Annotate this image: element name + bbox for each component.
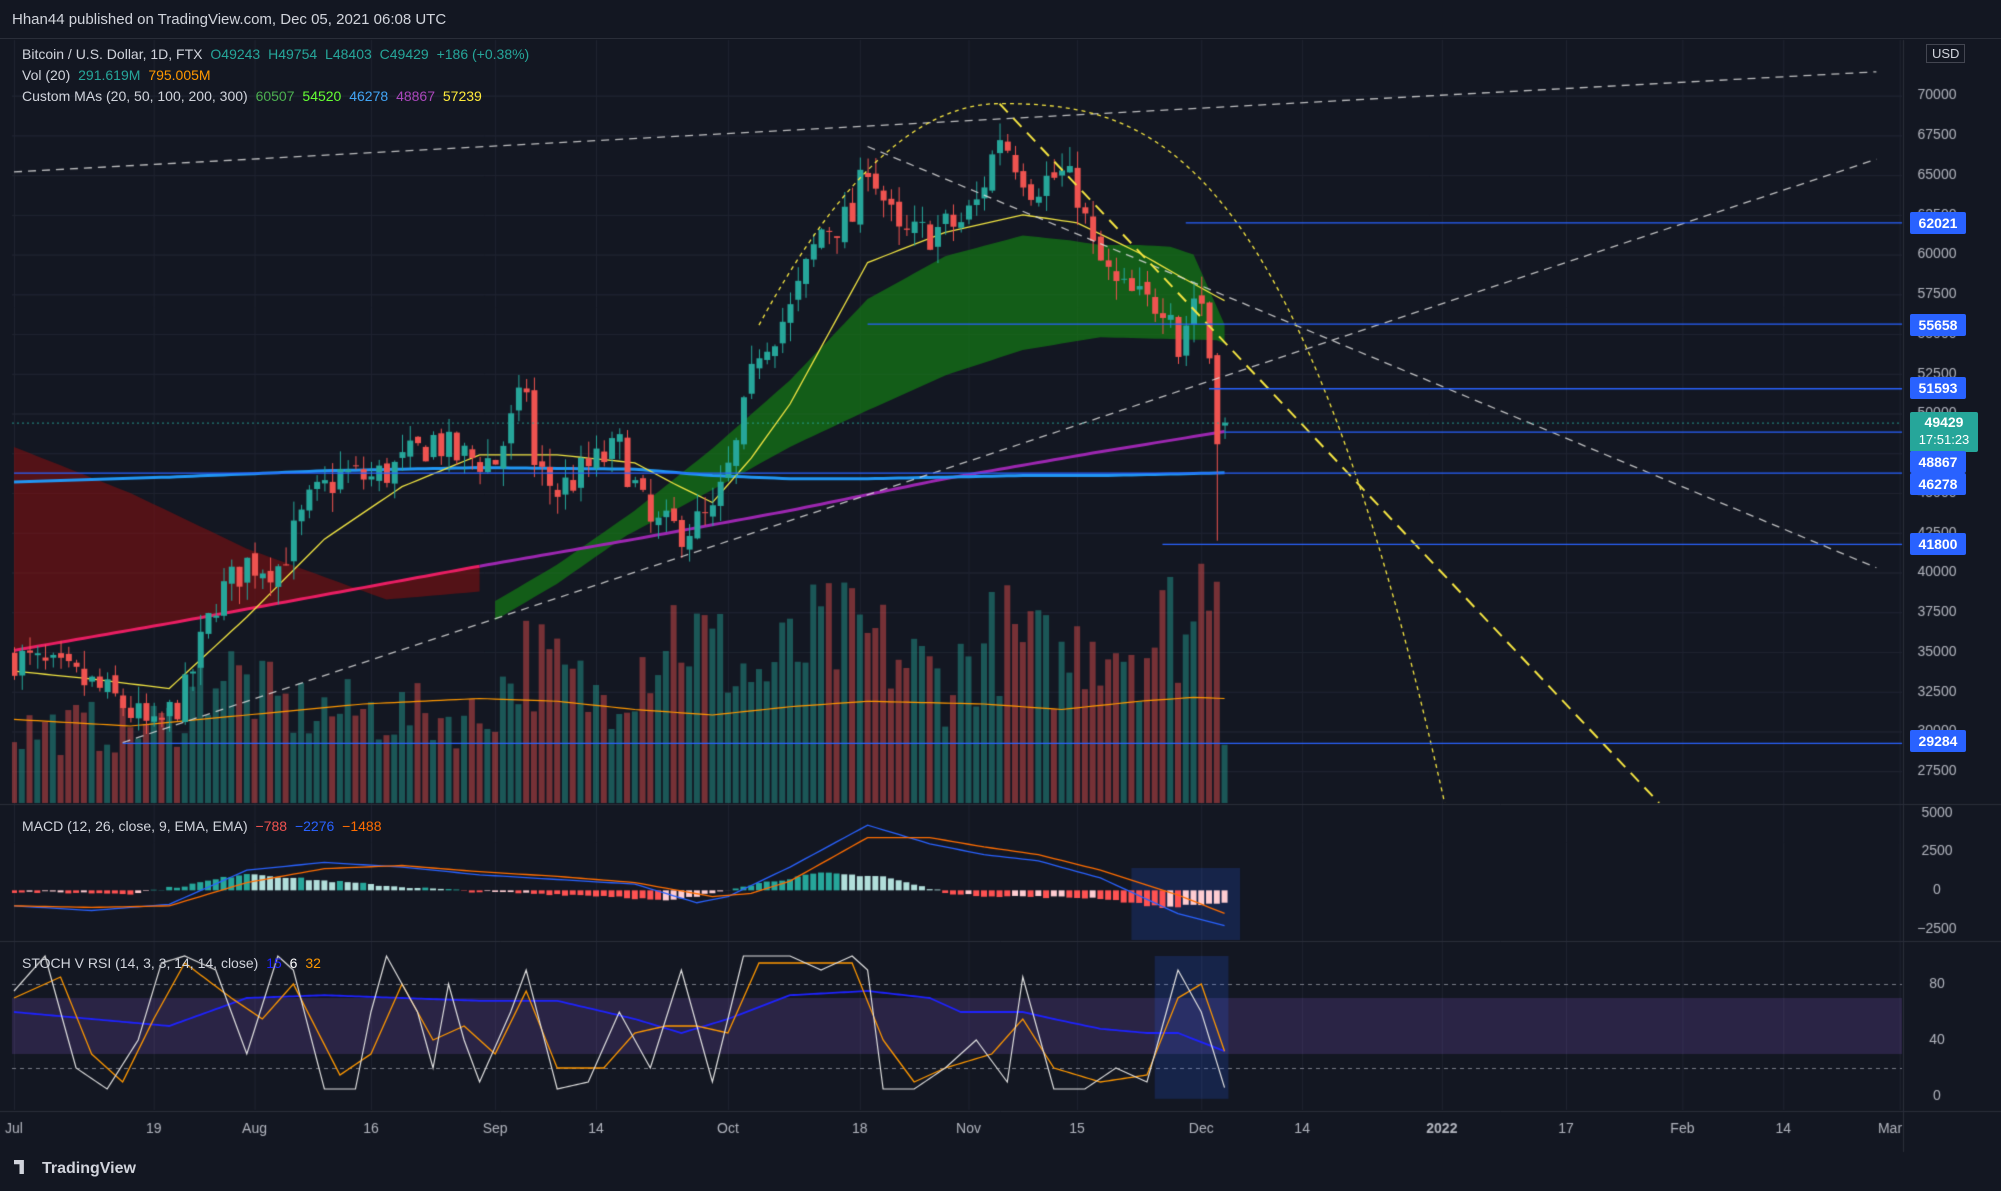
footer-bar bbox=[0, 1153, 2001, 1191]
legend-open: O49243 bbox=[210, 46, 261, 62]
stoch-d-value: 32 bbox=[305, 955, 321, 971]
main-legend: Bitcoin / U.S. Dollar, 1D, FTX O49243 H4… bbox=[22, 46, 533, 62]
stoch-legend: STOCH V RSI (14, 3, 3, 14, 14, close) 15… bbox=[22, 955, 325, 971]
macd-hist-value: −788 bbox=[255, 818, 288, 834]
price-tag-label: 51593 bbox=[1918, 380, 1958, 396]
tradingview-logo-icon bbox=[14, 1160, 24, 1174]
volume-value: 291.619M bbox=[78, 67, 141, 83]
ma200-value: 48867 bbox=[396, 88, 435, 104]
ma50-value: 54520 bbox=[302, 88, 342, 104]
price-tag-41800: 41800 bbox=[1910, 533, 1966, 555]
currency-badge[interactable]: USD bbox=[1926, 44, 1966, 63]
price-tag-55658: 55658 bbox=[1910, 314, 1966, 336]
stoch-label: STOCH V RSI (14, 3, 3, 14, 14, close) bbox=[22, 955, 259, 971]
legend-low: L48403 bbox=[325, 46, 372, 62]
price-tag-label: 29284 bbox=[1918, 733, 1958, 749]
price-tag-29284: 29284 bbox=[1910, 730, 1966, 752]
price-tag-label: 48867 bbox=[1918, 454, 1958, 470]
ma-legend: Custom MAs (20, 50, 100, 200, 300) 60507… bbox=[22, 88, 486, 104]
ma-label: Custom MAs (20, 50, 100, 200, 300) bbox=[22, 88, 248, 104]
ma100-value: 46278 bbox=[349, 88, 389, 104]
currency-label: USD bbox=[1932, 46, 1960, 61]
countdown: 17:51:23 bbox=[1918, 432, 1970, 447]
brand-text: TradingView bbox=[42, 1160, 136, 1177]
ma300-value: 57239 bbox=[442, 88, 482, 104]
symbol-label: Bitcoin / U.S. Dollar, 1D, FTX bbox=[22, 46, 203, 62]
tradingview-logo[interactable]: TradingView bbox=[14, 1160, 136, 1178]
price-tag-label: 41800 bbox=[1918, 536, 1958, 552]
volume-legend: Vol (20) 291.619M 795.005M bbox=[22, 67, 215, 83]
volume-ma-value: 795.005M bbox=[148, 67, 211, 83]
publisher-bar: Hhan44 published on TradingView.com, Dec… bbox=[0, 0, 2001, 39]
current-price: 49429 bbox=[1924, 414, 1964, 430]
price-tag-label: 62021 bbox=[1918, 215, 1958, 231]
price-tag-51593: 51593 bbox=[1910, 377, 1966, 399]
price-tag-label: 46278 bbox=[1918, 476, 1958, 492]
macd-line-value: −2276 bbox=[294, 818, 335, 834]
legend-high: H49754 bbox=[268, 46, 318, 62]
price-tag-46278: 46278 bbox=[1910, 473, 1966, 495]
price-tag-62021: 62021 bbox=[1910, 212, 1966, 234]
stoch-rsi-value: 15 bbox=[266, 955, 282, 971]
current-price-tag: 49429 17:51:23 bbox=[1910, 412, 1978, 452]
macd-signal-value: −1488 bbox=[342, 818, 382, 834]
legend-change: +186 (+0.38%) bbox=[436, 46, 530, 62]
macd-label: MACD (12, 26, close, 9, EMA, EMA) bbox=[22, 818, 248, 834]
ma20-value: 60507 bbox=[255, 88, 295, 104]
publisher-text: Hhan44 published on TradingView.com, Dec… bbox=[12, 11, 447, 28]
price-tag-label: 55658 bbox=[1918, 317, 1958, 333]
stoch-k-value: 6 bbox=[289, 955, 298, 971]
macd-legend: MACD (12, 26, close, 9, EMA, EMA) −788 −… bbox=[22, 818, 386, 834]
legend-close: C49429 bbox=[379, 46, 429, 62]
volume-label: Vol (20) bbox=[22, 67, 71, 83]
price-tag-48867: 48867 bbox=[1910, 451, 1966, 473]
